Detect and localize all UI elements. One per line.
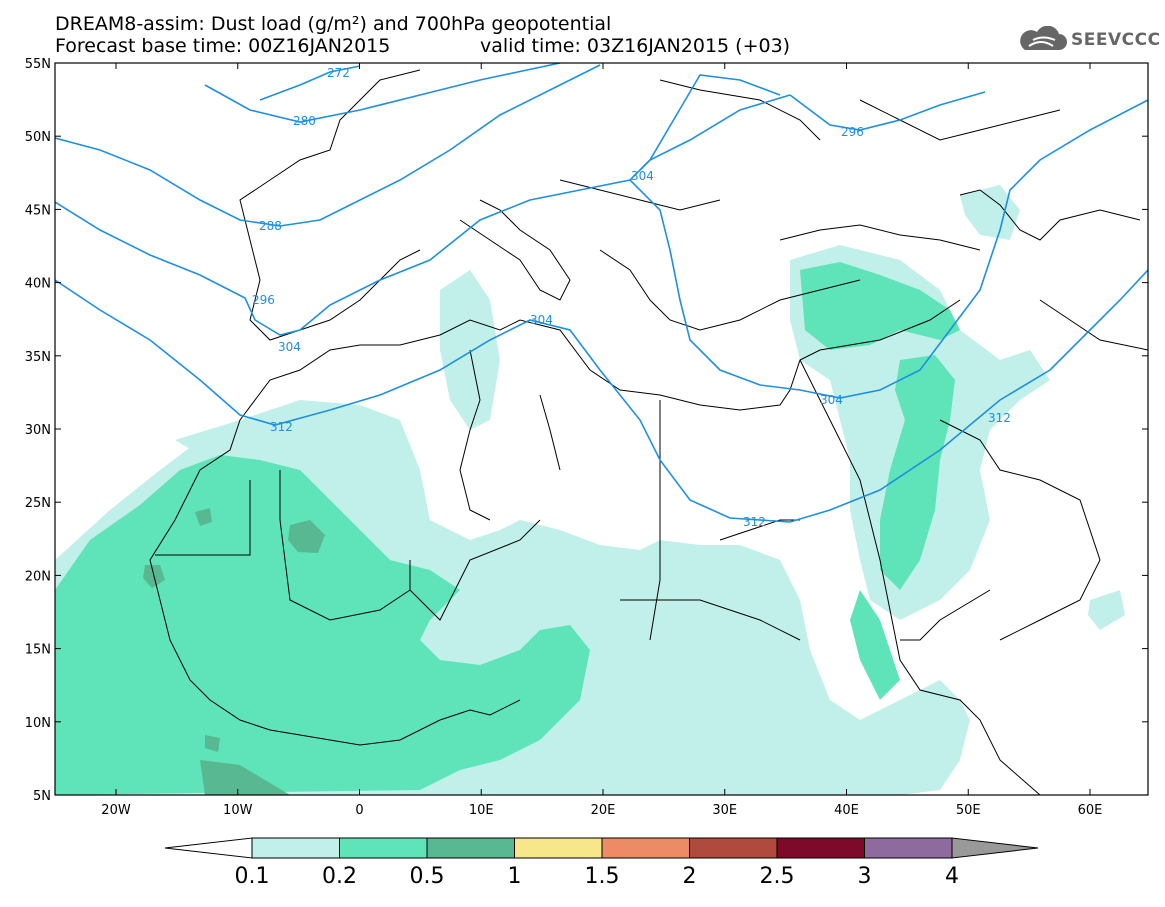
map-plot-area: 272 280 288 296 304 312 304 296 304 312 … [55, 63, 1148, 795]
forecast-base-time: Forecast base time: 00Z16JAN2015 [55, 35, 391, 57]
lon-tick-label: 20W [101, 803, 131, 818]
map-title: DREAM8-assim: Dust load (g/m²) and 700hP… [55, 13, 612, 35]
lon-tick-label: 10W [223, 803, 253, 818]
colorbar-label: 4 [945, 864, 959, 889]
lon-tick-label: 30E [712, 803, 737, 818]
lon-tick-label: 0 [355, 803, 363, 818]
colorbar-swatch [689, 837, 778, 859]
lat-tick-label: 45N [25, 203, 51, 218]
colorbar-min-arrow [164, 837, 253, 859]
colorbar-max-arrow [951, 837, 1039, 859]
lat-tick-label: 25N [25, 496, 51, 511]
lon-tick-label: 60E [1078, 803, 1103, 818]
cloud-icon [1020, 26, 1067, 50]
lat-tick-label: 55N [25, 57, 51, 72]
latitude-axis: 55N 50N 45N 40N 35N 30N 25N 20N 15N 10N 5N [25, 57, 1148, 804]
colorbar-swatch [251, 837, 340, 859]
valid-time: valid time: 03Z16JAN2015 (+03) [480, 35, 791, 57]
contour-label: 304 [278, 340, 301, 354]
contour-label: 304 [631, 169, 654, 183]
contour-labels: 272 280 288 296 304 312 304 296 304 312 … [252, 66, 1011, 529]
colorbar-label: 3 [858, 864, 872, 889]
colorbar-swatch [426, 837, 515, 859]
contour-label: 312 [743, 515, 766, 529]
lat-tick-label: 35N [25, 350, 51, 365]
contour-label: 304 [820, 393, 843, 407]
contour-label: 280 [293, 114, 316, 128]
lon-tick-label: 10E [469, 803, 494, 818]
seevccc-logo: SEEVCCC [1015, 26, 1161, 54]
lat-tick-label: 20N [25, 569, 51, 584]
colorbar-label: 0.2 [322, 864, 357, 889]
lat-tick-label: 50N [25, 130, 51, 145]
contour-label: 296 [841, 125, 864, 139]
colorbar-swatch [514, 837, 603, 859]
contour-label: 304 [530, 313, 553, 327]
dust-level-0.5 [143, 508, 325, 795]
lon-tick-label: 20E [591, 803, 616, 818]
colorbar-label: 1 [508, 864, 522, 889]
lat-tick-label: 5N [33, 789, 51, 804]
colorbar-label: 2 [683, 864, 697, 889]
lat-tick-label: 10N [25, 716, 51, 731]
colorbar-swatch [601, 837, 690, 859]
colorbar-label: 2.5 [760, 864, 795, 889]
contour-label: 272 [327, 66, 350, 80]
lon-tick-label: 40E [834, 803, 859, 818]
lat-tick-label: 30N [25, 423, 51, 438]
lon-tick-label: 50E [956, 803, 981, 818]
colorbar-label: 0.1 [235, 864, 270, 889]
longitude-axis: 20W 10W 0 10E 20E 30E 40E 50E 60E [101, 63, 1102, 818]
geopotential-contours [55, 63, 1148, 523]
contour-label: 296 [252, 293, 275, 307]
dust-level-0.2 [55, 262, 960, 795]
colorbar-swatch [864, 837, 953, 859]
lat-tick-label: 40N [25, 277, 51, 292]
contour-label: 288 [259, 219, 282, 233]
contour-label: 312 [270, 420, 293, 434]
lat-tick-label: 15N [25, 643, 51, 658]
coastlines [149, 69, 1148, 795]
contour-label: 312 [988, 411, 1011, 425]
colorbar-label: 0.5 [410, 864, 445, 889]
logo-text: SEEVCCC [1071, 30, 1161, 50]
colorbar-swatch [776, 837, 865, 859]
colorbar-label: 1.5 [585, 864, 620, 889]
colorbar: 0.1 0.2 0.5 1 1.5 2 2.5 3 4 [164, 837, 1039, 889]
colorbar-swatch [339, 837, 428, 859]
